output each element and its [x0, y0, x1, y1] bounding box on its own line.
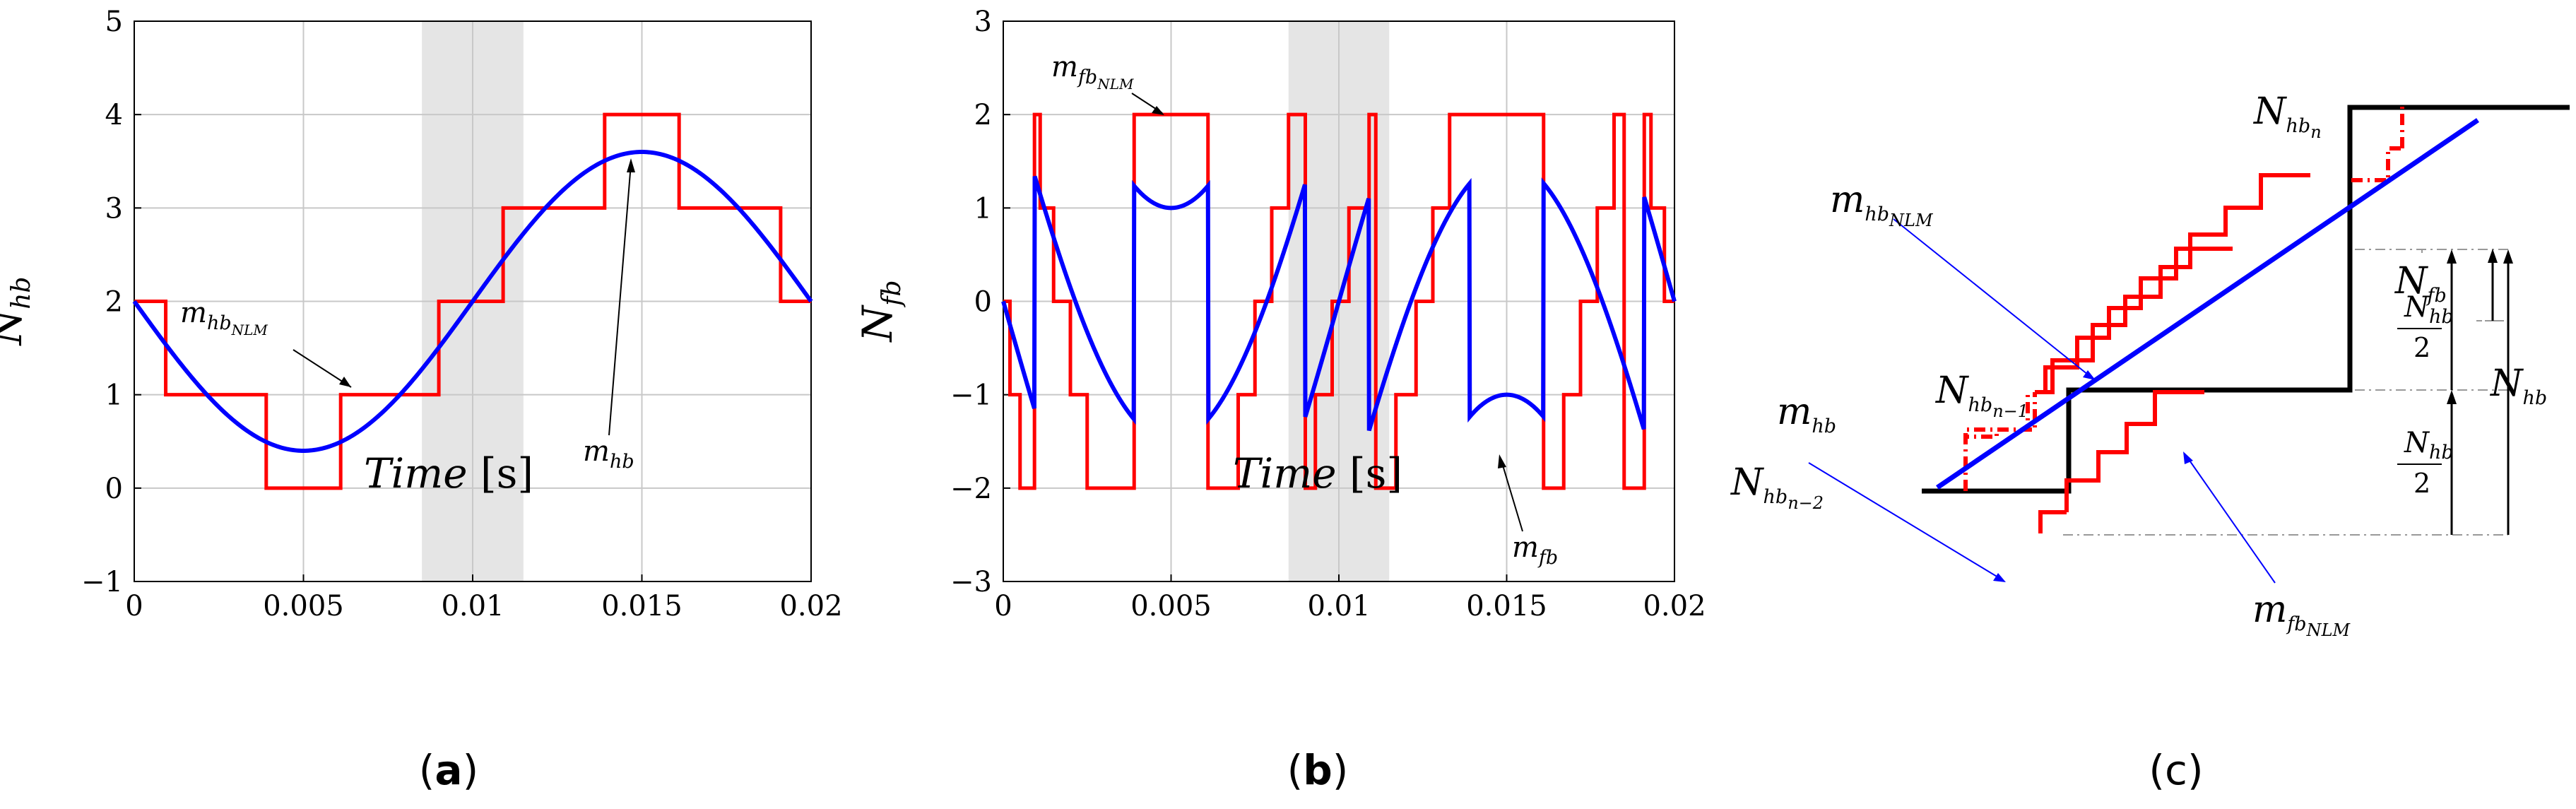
- panel-label-c: (c): [2149, 746, 2203, 794]
- steps-low: [2038, 510, 2067, 533]
- y-axis-label: Nhb: [0, 277, 36, 347]
- y-tick-label: 3: [974, 6, 992, 38]
- x-tick-label: 0.01: [441, 590, 504, 622]
- y-tick-label: 1: [105, 379, 123, 412]
- svg-text:2: 2: [2413, 468, 2430, 499]
- annotation-mhb-nlm: mhbNLM: [180, 297, 268, 338]
- arrowhead: [1152, 106, 1164, 115]
- x-tick-label: 0.02: [779, 590, 842, 622]
- x-tick-label: 0: [125, 590, 143, 622]
- y-tick-label: 5: [105, 6, 123, 38]
- x-axis-label: Time [s]: [1233, 449, 1402, 497]
- steps-solid-main: [2043, 247, 2201, 392]
- steps-mid: [2035, 173, 2310, 394]
- annotation-arrow-mhb: [608, 163, 632, 436]
- arrowhead: [2447, 249, 2457, 264]
- x-tick-label: 0.015: [1466, 590, 1547, 622]
- x-tick-label: 0.015: [601, 590, 683, 622]
- arrowhead: [1993, 573, 2006, 582]
- series-mfb: [1001, 175, 1677, 432]
- y-tick-label: −2: [950, 473, 992, 505]
- svg-text:2: 2: [2413, 332, 2430, 363]
- arrow-mfb-nlm: [2186, 456, 2276, 584]
- y-tick-label: 1: [974, 192, 992, 225]
- x-tick-label: 0.005: [1130, 590, 1212, 622]
- axis-ticks: 0 0.005 0.01 0.015 0.02 −3 −2 −1 0 1 2 3: [950, 6, 1706, 622]
- arrow-mhb: [1808, 462, 2002, 580]
- y-tick-label: −1: [950, 379, 992, 412]
- line-mhb: [1936, 118, 2479, 490]
- x-tick-label: 0.02: [1643, 590, 1706, 622]
- series-mhb-sine: [132, 150, 813, 453]
- steps-dashed-right: [2351, 146, 2402, 182]
- svg-text:Nhb: Nhb: [2404, 427, 2454, 463]
- y-tick-label: 0: [974, 286, 992, 319]
- label-mhb-nlm: mhbNLM: [1830, 179, 1934, 230]
- annotation-arrow-mfb: [1501, 460, 1523, 532]
- y-tick-label: −3: [950, 566, 992, 598]
- arrowhead: [2503, 249, 2513, 264]
- y-tick-label: 2: [974, 99, 992, 131]
- x-tick-label: 0.005: [263, 590, 344, 622]
- annotation-mfb: mfb: [1512, 531, 1558, 569]
- panel-b-chart: 0 0.005 0.01 0.015 0.02 −3 −2 −1 0 1 2 3 Nfb Time […: [853, 6, 1706, 794]
- steps-low-mid: [2064, 390, 2204, 512]
- panel-label-b: (b): [1287, 746, 1349, 794]
- arrowhead: [1498, 454, 1506, 468]
- arrowhead: [627, 158, 635, 172]
- label-nhb: Nhb: [2489, 362, 2547, 409]
- y-tick-label: −1: [81, 566, 123, 598]
- panel-label-a: (a): [419, 746, 478, 794]
- arrowhead: [2083, 370, 2096, 380]
- x-axis-label: Time [s]: [364, 449, 533, 497]
- annotation-mhb: mhb: [583, 435, 634, 473]
- y-tick-label: 4: [105, 99, 123, 131]
- arrowhead: [2488, 249, 2498, 263]
- label-nhb-n-1: Nhbn−1: [1934, 370, 2028, 421]
- label-mfb-nlm: mfbNLM: [2252, 589, 2351, 640]
- x-tick-label: 0: [994, 590, 1012, 622]
- label-nhb-n-2: Nhbn−2: [1730, 461, 1824, 513]
- y-tick-label: 3: [105, 192, 123, 225]
- label-nfb: Nfb: [2394, 260, 2447, 307]
- arrowhead: [2447, 390, 2457, 404]
- label-mhb: mhb: [1777, 391, 1836, 437]
- staircase-nhb: [1922, 105, 2570, 494]
- arrowhead: [339, 377, 351, 387]
- fraction-upper: Nhb 2: [2397, 291, 2454, 363]
- label-nhb-n: Nhbn: [2252, 90, 2322, 142]
- arrow-mhb-nlm: [1893, 218, 2092, 378]
- annotation-mfb-nlm: mfbNLM: [1051, 51, 1134, 93]
- x-tick-label: 0.01: [1307, 590, 1370, 622]
- y-tick-label: 2: [105, 286, 123, 319]
- y-tick-label: 0: [105, 473, 123, 505]
- arrowhead: [2183, 451, 2193, 464]
- svg-text:Nhb: Nhb: [2404, 291, 2454, 328]
- y-axis-label: Nfb: [853, 280, 906, 343]
- panel-c-diagram: Nhbn Nhbn−1 Nhbn−2 mhbNLM mhb mfbNLM Nfb…: [1730, 90, 2570, 794]
- fraction-lower: Nhb 2: [2397, 427, 2454, 499]
